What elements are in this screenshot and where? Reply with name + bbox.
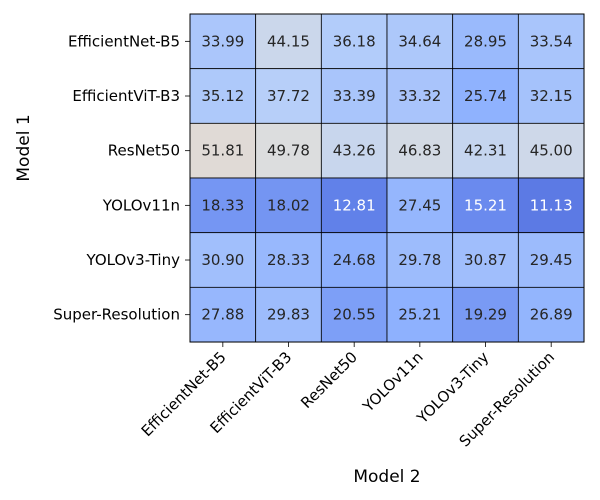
heatmap-cell — [255, 68, 322, 124]
cell-value-label: 24.68 — [333, 251, 376, 269]
cell-value-label: 28.95 — [464, 32, 507, 50]
y-tick-label: Super-Resolution — [53, 306, 180, 324]
cell-value-label: 44.15 — [267, 32, 310, 50]
heatmap-cells: 33.99 44.15 36.18 34.64 28.95 33.54 35.12 37.72… — [189, 13, 585, 343]
cell-value-label: 12.81 — [333, 196, 376, 214]
x-tick-label: ResNet50 — [297, 348, 361, 412]
cell-value-label: 51.81 — [201, 142, 244, 160]
cell-value-label: 28.33 — [267, 251, 310, 269]
cell-value-label: 42.31 — [464, 142, 507, 160]
cell-value-label: 33.54 — [530, 32, 573, 50]
heatmap-cell — [189, 232, 257, 288]
y-tick-labels: EfficientNet-B5 EfficientViT-B3 ResNet50 YO… — [53, 32, 190, 324]
heatmap-cell — [452, 286, 519, 343]
heatmap-cell — [386, 68, 454, 124]
heatmap-cell — [189, 286, 257, 343]
heatmap-cell — [517, 122, 585, 179]
y-tick-label: YOLOv11n — [102, 196, 180, 214]
heatmap-cell — [517, 286, 585, 343]
cell-value-label: 33.99 — [201, 32, 244, 50]
heatmap-cell — [255, 177, 322, 234]
heatmap-cell — [517, 68, 585, 124]
heatmap-cell — [320, 177, 388, 234]
heatmap-cell — [386, 122, 454, 179]
cell-value-label: 25.74 — [464, 87, 507, 105]
heatmap-cell — [386, 177, 454, 234]
cell-value-label: 46.83 — [398, 142, 441, 160]
cell-value-label: 33.39 — [333, 87, 376, 105]
cell-value-label: 36.18 — [333, 32, 376, 50]
y-tick-label: YOLOv3-Tiny — [86, 251, 181, 269]
heatmap-cell — [452, 122, 519, 179]
cell-value-label: 34.64 — [398, 32, 441, 50]
x-tick-label: YOLOv11n — [359, 348, 427, 416]
cell-value-label: 27.88 — [201, 306, 244, 324]
heatmap-cell — [255, 122, 322, 179]
y-tick-label: ResNet50 — [108, 142, 180, 160]
cell-value-label: 45.00 — [530, 142, 573, 160]
heatmap-cell — [189, 177, 257, 234]
cell-value-label: 18.33 — [201, 196, 244, 214]
cell-value-label: 15.21 — [464, 196, 507, 214]
heatmap-cell — [452, 177, 519, 234]
cell-value-label: 11.13 — [530, 196, 573, 214]
x-axis-label: Model 2 — [353, 467, 420, 487]
cell-value-label: 18.02 — [267, 196, 310, 214]
cell-value-label: 30.87 — [464, 251, 507, 269]
cell-value-label: 43.26 — [333, 142, 376, 160]
heatmap-cell — [189, 13, 257, 70]
cell-value-label: 33.32 — [398, 87, 441, 105]
y-axis-label: Model 1 — [14, 114, 34, 181]
heatmap-cell — [452, 13, 519, 70]
cell-value-label: 20.55 — [333, 306, 376, 324]
cell-value-label: 49.78 — [267, 142, 310, 160]
cell-value-label: 35.12 — [201, 87, 244, 105]
y-tick-label: EfficientViT-B3 — [72, 87, 180, 105]
heatmap-cell — [386, 232, 454, 288]
cell-value-label: 19.29 — [464, 306, 507, 324]
heatmap-cell — [386, 13, 454, 70]
cell-value-label: 37.72 — [267, 87, 310, 105]
heatmap-border — [189, 13, 585, 343]
cell-value-label: 29.78 — [398, 251, 441, 269]
cell-value-label: 30.90 — [201, 251, 244, 269]
y-tick-label: EfficientNet-B5 — [68, 32, 180, 50]
cell-value-label: 25.21 — [398, 306, 441, 324]
cell-value-label: 29.45 — [530, 251, 573, 269]
cell-value-label: 29.83 — [267, 306, 310, 324]
heatmap-cell — [189, 122, 257, 179]
cell-value-label: 26.89 — [530, 306, 573, 324]
cell-value-label: 32.15 — [530, 87, 573, 105]
heatmap-cell — [255, 13, 322, 70]
cell-value-label: 27.45 — [398, 196, 441, 214]
heatmap-cell — [320, 232, 388, 288]
heatmap-cell — [517, 13, 585, 70]
heatmap-cell — [452, 232, 519, 288]
